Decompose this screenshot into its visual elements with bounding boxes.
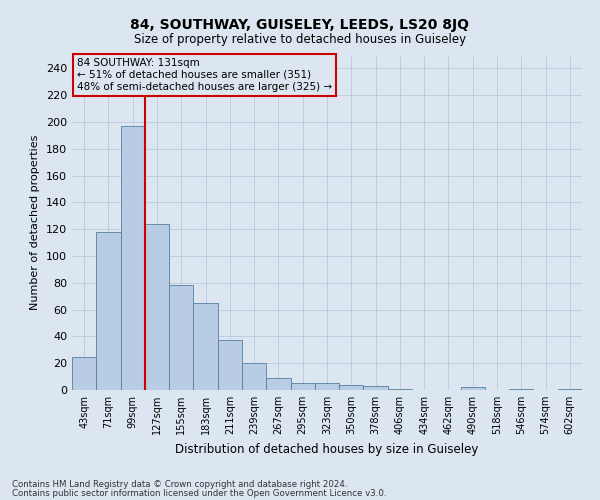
Bar [145,224,169,390]
Bar [509,388,533,390]
Bar [193,303,218,390]
Bar [96,232,121,390]
Text: Contains HM Land Registry data © Crown copyright and database right 2024.: Contains HM Land Registry data © Crown c… [12,480,347,489]
Text: Contains public sector information licensed under the Open Government Licence v3: Contains public sector information licen… [12,488,386,498]
Y-axis label: Number of detached properties: Number of detached properties [31,135,40,310]
Bar [169,286,193,390]
Bar [218,340,242,390]
Text: Size of property relative to detached houses in Guiseley: Size of property relative to detached ho… [134,32,466,46]
Text: 84, SOUTHWAY, GUISELEY, LEEDS, LS20 8JQ: 84, SOUTHWAY, GUISELEY, LEEDS, LS20 8JQ [131,18,470,32]
X-axis label: Distribution of detached houses by size in Guiseley: Distribution of detached houses by size … [175,442,479,456]
Bar [558,388,582,390]
Bar [290,384,315,390]
Bar [339,384,364,390]
Bar [461,388,485,390]
Bar [72,356,96,390]
Text: 84 SOUTHWAY: 131sqm
← 51% of detached houses are smaller (351)
48% of semi-detac: 84 SOUTHWAY: 131sqm ← 51% of detached ho… [77,58,332,92]
Bar [266,378,290,390]
Bar [242,363,266,390]
Bar [364,386,388,390]
Bar [121,126,145,390]
Bar [388,388,412,390]
Bar [315,384,339,390]
